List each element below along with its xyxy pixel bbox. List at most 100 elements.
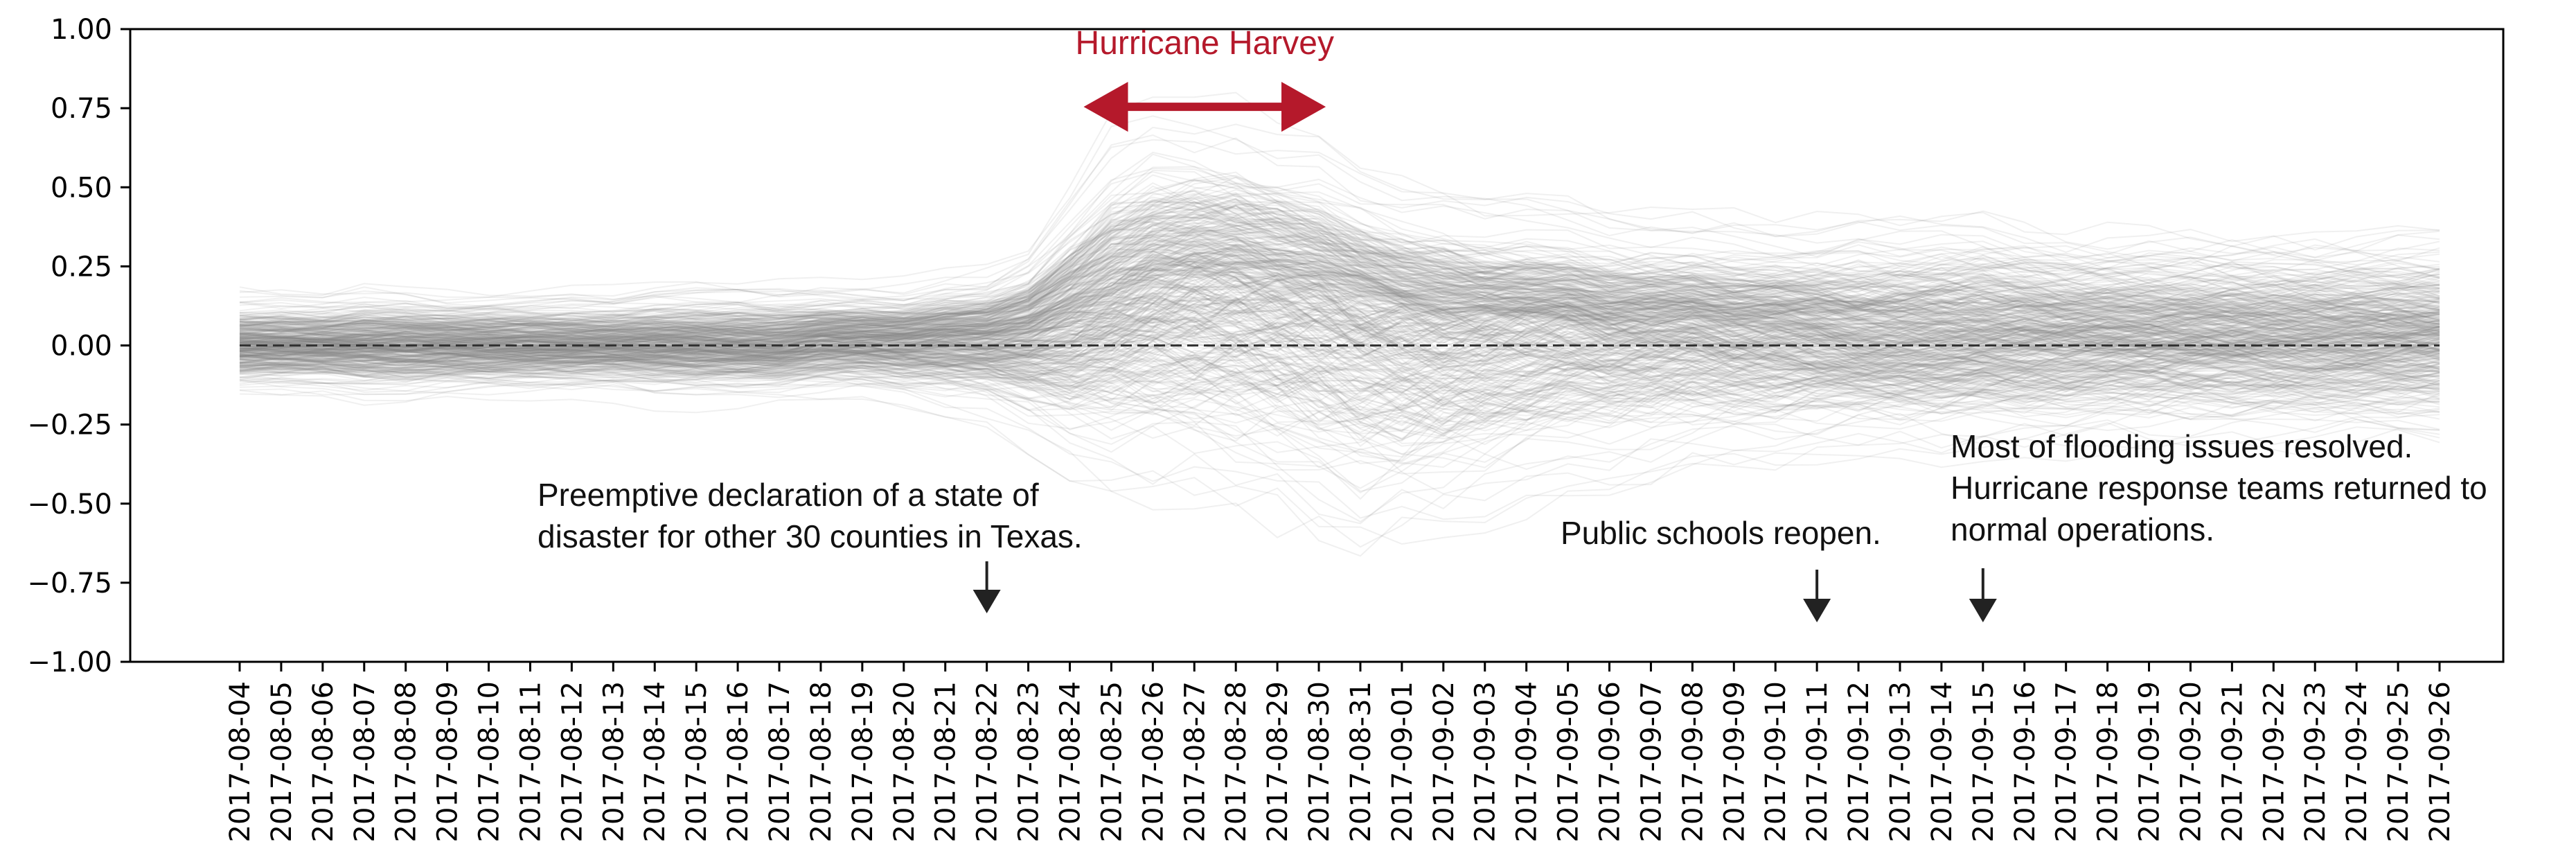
series-line (239, 203, 2440, 338)
series-line (239, 313, 2440, 367)
series-line (239, 198, 2440, 331)
series-line (239, 328, 2440, 408)
series-line (239, 225, 2440, 337)
series-line (239, 251, 2440, 354)
series-line (239, 351, 2440, 421)
series-line (239, 234, 2440, 326)
series-line (239, 182, 2440, 337)
series-line (239, 360, 2440, 436)
x-tick-label: 2017-08-31 (1345, 681, 1377, 842)
series-line (239, 236, 2440, 340)
x-tick-label: 2017-08-29 (1262, 681, 1294, 842)
series-line (239, 266, 2440, 348)
series-line (239, 212, 2440, 334)
series-line (239, 238, 2440, 348)
series-line (239, 183, 2440, 333)
series-line (239, 281, 2440, 381)
series-line (239, 279, 2440, 349)
series-line (239, 170, 2440, 310)
x-axis: 2017-08-04 2017-08-05 2017-08-06 2017-08-07… (224, 662, 2456, 842)
series-line (239, 311, 2440, 372)
series-line (239, 328, 2440, 387)
series-line (239, 292, 2440, 371)
series-line (239, 357, 2440, 432)
x-tick-label: 2017-08-21 (930, 681, 962, 842)
series-line (239, 365, 2440, 475)
series-line (239, 227, 2440, 344)
x-tick-label: 2017-08-28 (1220, 681, 1252, 842)
x-tick-label: 2017-08-19 (847, 681, 879, 842)
series-line (239, 229, 2440, 344)
series-line (239, 176, 2440, 328)
series-line (239, 374, 2440, 545)
series-line (239, 297, 2440, 380)
series-line (239, 203, 2440, 328)
y-tick-label: −0.75 (27, 568, 112, 599)
series-line (239, 196, 2440, 315)
series-line (239, 239, 2440, 358)
x-tick-label: 2017-08-22 (972, 681, 1004, 842)
series-line (239, 274, 2440, 358)
series-line (239, 263, 2440, 360)
series-line (239, 216, 2440, 350)
series-line (239, 251, 2440, 371)
series-line (239, 240, 2440, 341)
series-line (239, 245, 2440, 345)
series-line (239, 283, 2440, 358)
series-line (239, 174, 2440, 321)
series-line (239, 269, 2440, 356)
x-tick-label: 2017-08-26 (1137, 681, 1169, 842)
series-line (239, 297, 2440, 376)
annotation-state-of-disaster: Preemptive declaration of a state of disa… (538, 477, 1083, 554)
series-line (239, 365, 2440, 448)
series-line (239, 267, 2440, 346)
x-tick-label: 2017-09-18 (2093, 681, 2124, 842)
series-line (239, 193, 2440, 338)
series-line (239, 306, 2440, 358)
series-line (239, 216, 2440, 334)
series-line (239, 324, 2440, 419)
series-line (239, 361, 2440, 440)
series-line (239, 318, 2440, 403)
series-line (239, 250, 2440, 356)
series-line (239, 220, 2440, 335)
series-line (239, 310, 2440, 405)
series-line (239, 307, 2440, 376)
series-line (239, 243, 2440, 333)
series-line (239, 229, 2440, 334)
series-line (239, 218, 2440, 346)
annotation-line: disaster for other 30 counties in Texas. (538, 518, 1083, 554)
series-line (239, 272, 2440, 387)
series-line (239, 190, 2440, 333)
series-line (239, 237, 2440, 344)
series-line (239, 115, 2440, 297)
x-tick-label: 2017-08-05 (266, 681, 298, 842)
series-line (239, 213, 2440, 350)
y-tick-label: 0.75 (51, 93, 112, 125)
series-line (239, 351, 2440, 427)
series-line (239, 195, 2440, 337)
series-line (239, 301, 2440, 389)
series-line (239, 235, 2440, 341)
series-line (239, 356, 2440, 464)
series-line (239, 263, 2440, 360)
series-line (239, 220, 2440, 329)
series-line (239, 343, 2440, 442)
series-line (239, 218, 2440, 337)
series-line (239, 358, 2440, 446)
series-line (239, 308, 2440, 387)
series-line (239, 201, 2440, 333)
series-line (239, 255, 2440, 348)
series-line (239, 382, 2440, 557)
series-line (239, 295, 2440, 387)
series-line (239, 283, 2440, 356)
x-tick-label: 2017-09-08 (1677, 681, 1709, 842)
series-line (239, 318, 2440, 379)
series-line (239, 215, 2440, 333)
series-line (239, 215, 2440, 326)
series-line (239, 277, 2440, 358)
series-line (239, 274, 2440, 351)
series-line (239, 289, 2440, 352)
